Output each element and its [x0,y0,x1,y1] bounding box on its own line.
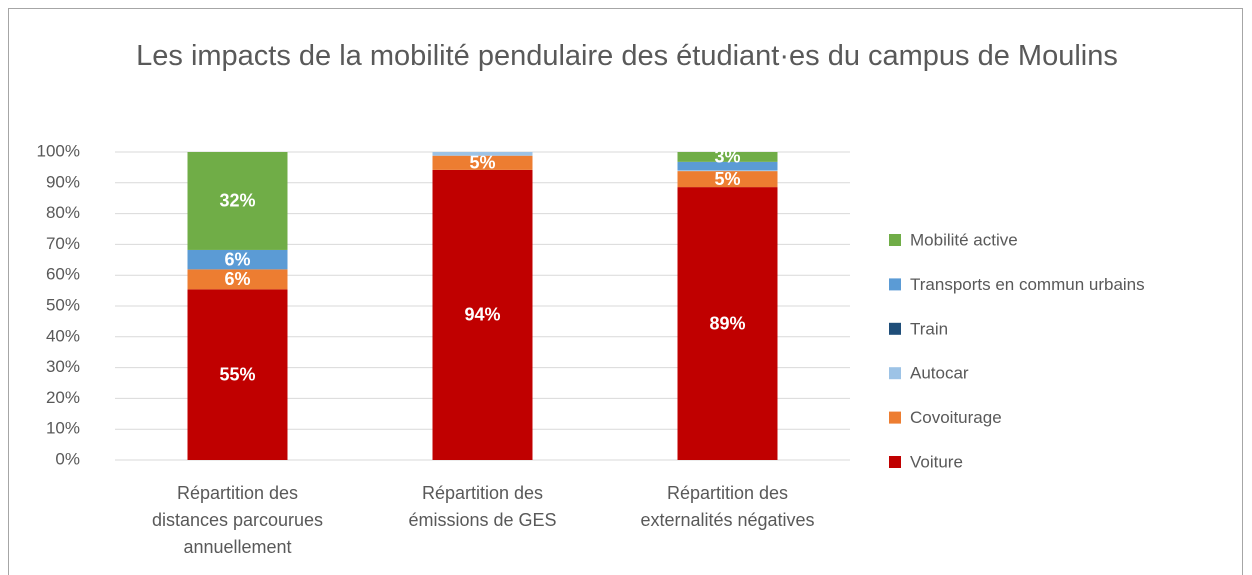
y-tick-label: 80% [46,203,80,222]
bar-segment [677,187,778,460]
y-tick-label: 70% [46,234,80,253]
legend-swatch [889,367,901,380]
bar-segment [187,289,288,460]
y-tick-label: 30% [46,357,80,376]
x-tick-label: Répartition des émissions de GES [408,483,557,530]
y-tick-label: 100% [37,141,80,160]
bar-segment [187,269,288,290]
legend-label: Covoiturage [910,408,1002,427]
y-tick-label: 60% [46,265,80,284]
chart-title: Les impacts de la mobilité pendulaire de… [136,40,1118,72]
legend-swatch [889,456,901,468]
y-tick-label: 40% [46,326,80,345]
data-label: 5% [714,169,740,189]
legend-label: Transports en commun urbains [910,275,1145,294]
chart-frame [8,8,1243,575]
y-tick-label: 20% [46,388,80,407]
bar-segment [677,171,778,188]
data-label: 6% [224,269,250,289]
bar-segment [432,152,533,156]
bar-segment [187,249,288,270]
data-label: 3% [714,147,740,167]
legend-label: Mobilité active [910,230,1018,249]
x-tick-label: Répartition des distances parcourues ann… [151,483,324,557]
data-label: 6% [224,249,250,269]
y-tick-label: 50% [46,295,80,314]
bar-segment [187,152,288,250]
y-tick-label: 90% [46,172,80,191]
legend-swatch [889,411,901,424]
data-label: 5% [469,153,495,173]
data-label: 89% [709,313,745,333]
legend-swatch [889,278,901,291]
data-label: 55% [219,364,255,384]
bar-segment [677,152,778,162]
legend-swatch [889,322,901,335]
legend-swatch [889,234,901,246]
bar-segment [432,155,533,170]
legend-label: Train [910,319,948,338]
y-tick-label: 10% [46,419,80,438]
x-tick-label: Répartition des externalités négatives [640,483,815,530]
legend-label: Voiture [910,452,963,471]
bar-segment [677,170,778,172]
bar-segment [677,161,778,171]
legend-label: Autocar [910,364,969,383]
data-label: 32% [219,191,255,211]
data-label: 94% [464,305,500,325]
y-tick-label: 0% [55,449,80,468]
bar-segment [432,169,533,460]
